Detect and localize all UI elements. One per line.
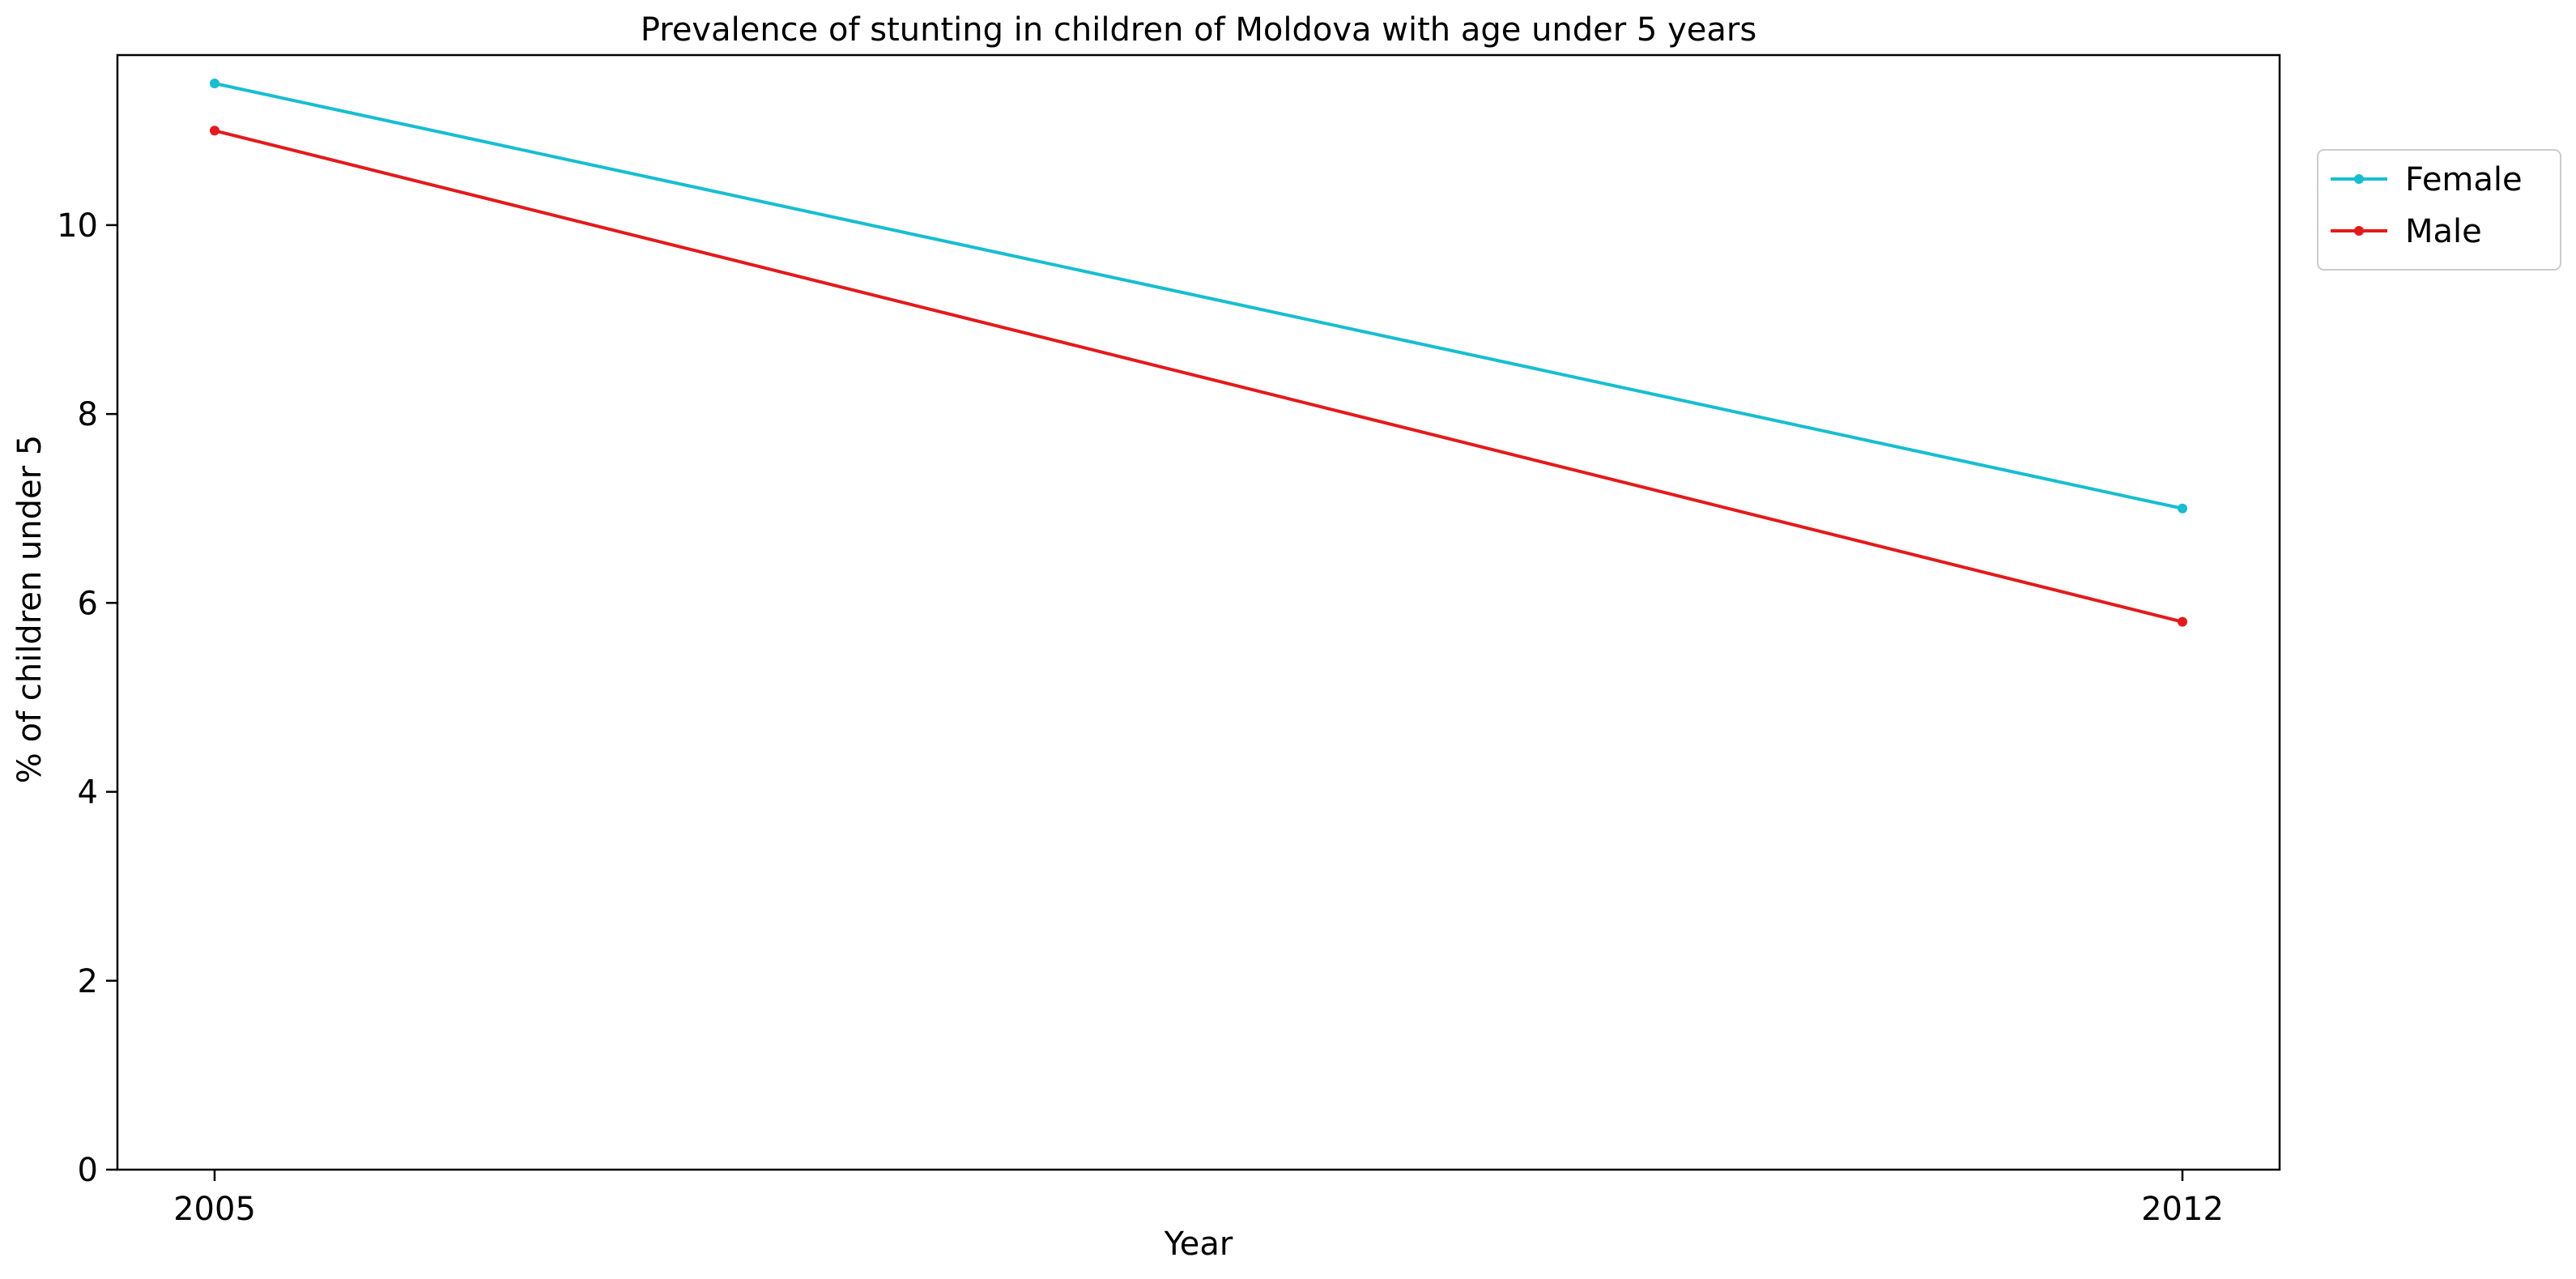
data-point-male	[210, 126, 219, 136]
plot-area	[210, 78, 2187, 627]
x-tick-label: 2012	[2141, 1191, 2224, 1228]
y-tick-label: 8	[78, 396, 98, 433]
y-tick-label: 2	[78, 963, 98, 1000]
data-point-male	[2178, 616, 2187, 627]
plot-frame	[116, 53, 2281, 1171]
legend: Female Male	[2317, 149, 2561, 271]
legend-label-female: Female	[2405, 161, 2523, 198]
y-tick-label: 0	[78, 1152, 98, 1189]
series-line-female	[214, 82, 2183, 510]
legend-marker-male	[2354, 226, 2364, 236]
legend-marker-female	[2354, 174, 2364, 184]
series-line-male	[214, 129, 2183, 624]
data-point-female	[2178, 503, 2187, 514]
y-tick-label: 6	[78, 585, 98, 622]
x-tick-label: 2005	[173, 1191, 256, 1228]
x-axis-label: Year	[1164, 1226, 1233, 1263]
y-tick-label: 10	[57, 207, 98, 245]
y-tick-label: 4	[78, 774, 98, 812]
data-point-female	[210, 78, 219, 88]
legend-label-male: Male	[2405, 213, 2482, 250]
y-axis-label: % of children under 5	[11, 435, 49, 784]
chart-title: Prevalence of stunting in children of Mo…	[641, 11, 1756, 49]
axes: 0 2 4 6 8 10 2005 2012	[57, 53, 2281, 1228]
